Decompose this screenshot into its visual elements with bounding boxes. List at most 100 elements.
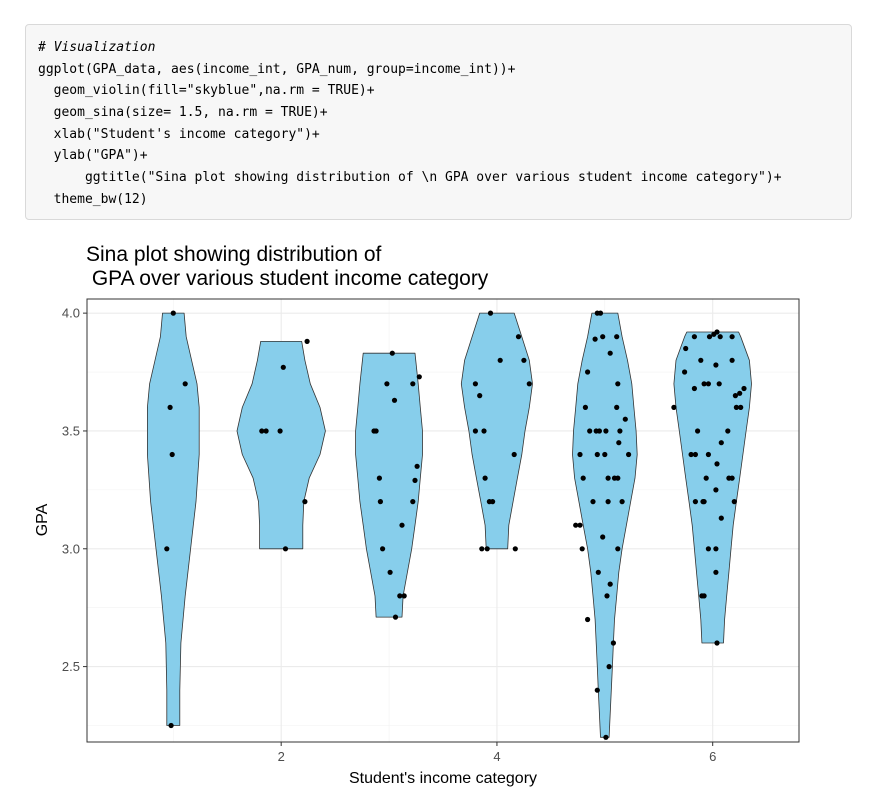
sina-point — [691, 334, 698, 340]
sina-point — [713, 362, 719, 368]
violin-group-1 — [147, 312, 200, 726]
x-tick-label: 2 — [278, 749, 285, 764]
sina-point — [497, 357, 503, 363]
sina-point — [705, 381, 712, 387]
sina-point — [472, 428, 478, 434]
sina-point — [610, 640, 617, 646]
code-chunk: # Visualization ggplot(GPA_data, aes(inc… — [25, 24, 852, 220]
sina-point — [688, 451, 694, 458]
sina-point — [416, 374, 422, 380]
sina-point — [615, 381, 621, 387]
sina-point — [511, 451, 517, 458]
code-line-ggplot: ggplot(GPA_data, aes(income_int, GPA_num… — [38, 61, 516, 77]
sina-point — [487, 310, 494, 316]
sina-point — [577, 451, 583, 458]
sina-point — [606, 664, 612, 670]
sina-point — [302, 499, 308, 505]
plot-title-line-1: Sina plot showing distribution of — [86, 243, 382, 266]
sina-point — [737, 390, 743, 396]
sina-point — [479, 546, 485, 552]
sina-point — [725, 428, 731, 434]
sina-point — [619, 499, 625, 505]
code-line-geom-sina: geom_sina(size= 1.5, na.rm = TRUE)+ — [38, 105, 328, 121]
x-tick-label: 4 — [493, 749, 500, 764]
sina-point — [617, 428, 623, 434]
sina-point — [729, 357, 735, 363]
sina-point — [376, 475, 382, 481]
sina-point — [596, 428, 603, 434]
sina-point — [594, 687, 600, 693]
sina-point — [579, 546, 585, 552]
sina-point — [472, 381, 478, 387]
y-tick-label: 3.0 — [62, 541, 80, 556]
sina-point — [600, 334, 606, 340]
sina-point — [718, 440, 724, 446]
sina-point — [716, 381, 722, 387]
y-tick-label: 3.5 — [62, 423, 80, 438]
sina-point — [718, 515, 724, 521]
sina-point — [738, 404, 744, 410]
sina-point — [607, 581, 613, 587]
sina-point — [705, 451, 712, 458]
sina-point — [587, 428, 593, 434]
sina-point — [526, 381, 532, 387]
sina-point — [169, 451, 175, 458]
sina-point — [380, 546, 386, 552]
sina-point — [732, 393, 739, 399]
sina-point — [706, 334, 713, 340]
sina-point — [607, 350, 613, 356]
sina-point — [683, 345, 689, 352]
sina-point — [585, 369, 591, 375]
sina-point — [622, 416, 628, 422]
sina-point — [259, 428, 265, 434]
sina-point — [397, 593, 403, 599]
sina-point — [729, 475, 735, 481]
sina-point — [597, 310, 604, 316]
sina-point — [714, 461, 720, 467]
x-axis-title: Student's income category — [349, 770, 537, 787]
sina-point — [604, 593, 610, 599]
sina-point — [594, 451, 600, 458]
sina-point — [515, 334, 522, 340]
sina-point — [391, 397, 398, 403]
sina-point — [713, 546, 719, 552]
code-line-comment: # Visualization — [38, 40, 156, 55]
violin-group-5 — [572, 312, 638, 738]
sina-point — [573, 522, 579, 528]
code-line-xlab: xlab("Student's income category")+ — [38, 126, 320, 142]
sina-point — [701, 499, 707, 505]
code-line-theme: theme_bw(12) — [38, 191, 148, 207]
violins — [147, 312, 752, 738]
sina-point — [477, 393, 483, 399]
sina-points — [164, 310, 747, 740]
sina-point — [698, 357, 704, 363]
sina-point — [373, 428, 379, 434]
sina-point — [603, 734, 609, 740]
sina-point — [481, 428, 487, 434]
sina-point — [695, 428, 701, 434]
plot-title-line-2: GPA over various student income category — [86, 267, 489, 290]
sina-point — [595, 569, 601, 575]
sina-point — [490, 499, 496, 505]
sina-point — [682, 369, 688, 375]
sina-point — [729, 334, 735, 340]
sina-point — [401, 593, 407, 599]
sina-point — [482, 475, 488, 481]
sina-point — [703, 475, 709, 481]
sina-point — [592, 336, 598, 342]
panel-border — [86, 298, 800, 743]
sina-point — [170, 310, 176, 316]
y-tick-label: 2.5 — [62, 659, 80, 674]
sina-point — [277, 428, 283, 434]
sina-point — [580, 475, 586, 481]
sina-point — [701, 381, 707, 387]
sina-point — [512, 546, 518, 552]
sina-point — [399, 522, 405, 528]
violin-group-2 — [236, 341, 326, 550]
sina-point — [304, 338, 310, 344]
sina-point — [280, 364, 286, 370]
axes: 2 4 6 2.5 3.0 3.5 4.0 — [62, 306, 716, 764]
sina-point — [671, 404, 677, 410]
sina-point — [585, 616, 591, 623]
sina-point — [414, 463, 420, 469]
